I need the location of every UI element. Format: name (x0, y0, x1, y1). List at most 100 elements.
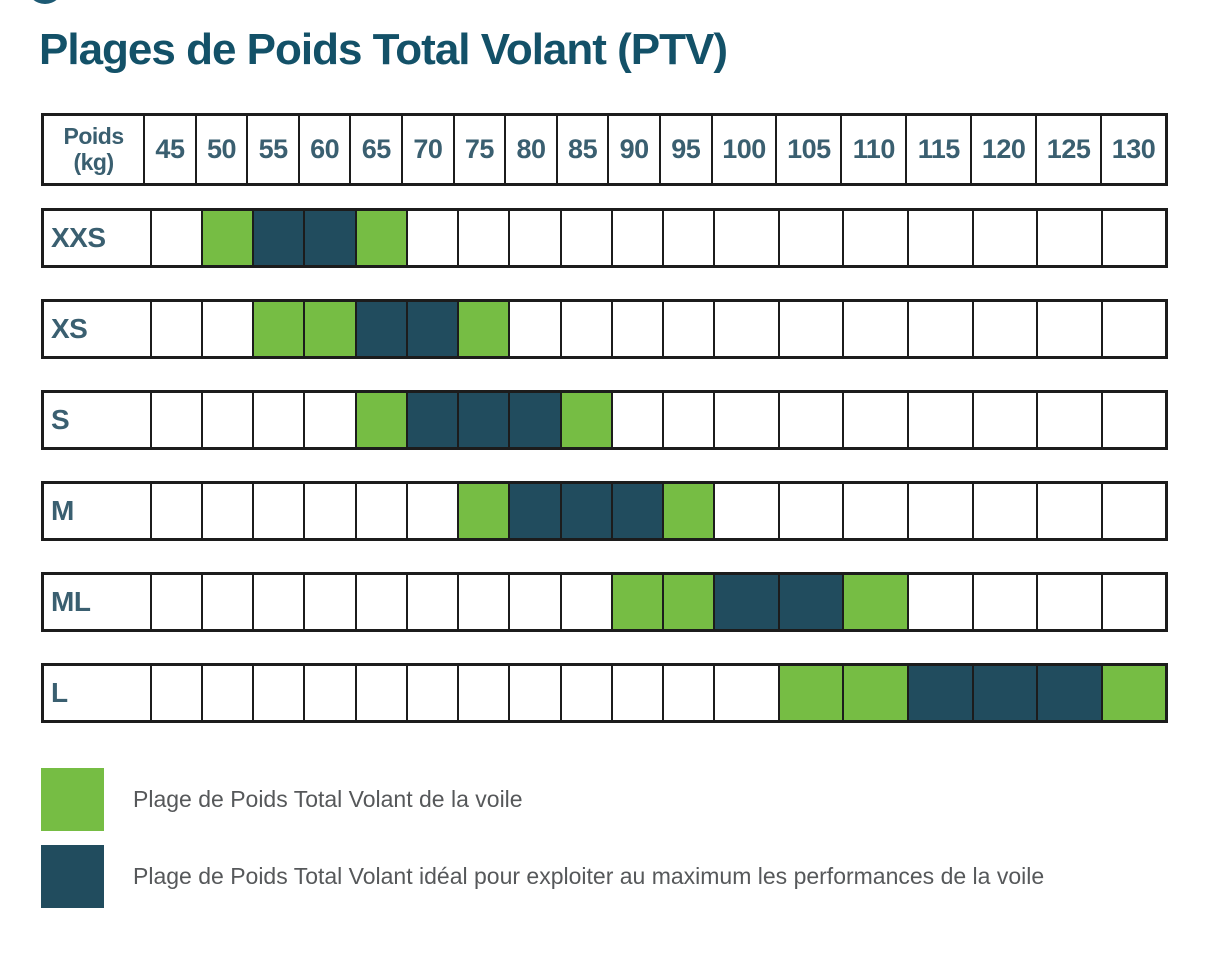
range-cell-XS-55 (254, 302, 306, 356)
range-cell-XS-80 (510, 302, 562, 356)
range-cell-M-125 (1038, 484, 1103, 538)
range-cell-XS-85 (562, 302, 613, 356)
legend: Plage de Poids Total Volant de la voile … (41, 768, 1044, 908)
range-cell-M-65 (357, 484, 408, 538)
header-weight-125: 125 (1037, 116, 1103, 183)
range-cell-XS-45 (152, 302, 203, 356)
range-cell-XXS-80 (510, 211, 562, 265)
size-row-XS: XS (41, 299, 1168, 359)
range-cell-ML-110 (844, 575, 909, 629)
range-cell-S-45 (152, 393, 203, 447)
range-cell-XS-120 (974, 302, 1039, 356)
size-row-L: L (41, 663, 1168, 723)
range-cell-S-70 (407, 393, 460, 447)
size-label-XXS: XXS (44, 211, 152, 265)
range-cell-ML-55 (254, 575, 306, 629)
range-cell-XXS-90 (613, 211, 665, 265)
range-cell-XS-95 (664, 302, 716, 356)
range-cell-L-65 (357, 666, 408, 720)
range-cell-XS-65 (356, 302, 408, 356)
header-weight-55: 55 (248, 116, 300, 183)
range-cell-XS-60 (305, 302, 357, 356)
range-cell-L-110 (844, 666, 909, 720)
range-cell-ML-65 (357, 575, 408, 629)
range-cell-XXS-115 (909, 211, 974, 265)
range-cell-S-85 (561, 393, 613, 447)
header-weight-115: 115 (907, 116, 973, 183)
header-weight-105: 105 (777, 116, 843, 183)
header-weight-110: 110 (842, 116, 908, 183)
range-cell-S-75 (459, 393, 511, 447)
corner-header-cell: Poids (kg) (44, 116, 146, 183)
size-rows: XXS XS S M ML L (41, 208, 1168, 723)
range-cell-XXS-85 (562, 211, 613, 265)
range-cell-M-105 (780, 484, 845, 538)
header-weight-130: 130 (1111, 134, 1156, 164)
header-weight-120: 120 (972, 116, 1038, 183)
range-cell-M-85 (561, 484, 613, 538)
range-cell-XXS-75 (459, 211, 511, 265)
range-cell-XS-100 (715, 302, 780, 356)
range-cell-XS-115 (909, 302, 974, 356)
range-cell-L-80 (510, 666, 562, 720)
range-cell-L-95 (664, 666, 716, 720)
header-weight-65: 65 (351, 116, 404, 183)
range-cell-L-90 (613, 666, 665, 720)
range-cell-M-100 (715, 484, 780, 538)
size-label-ML: ML (44, 575, 152, 629)
range-cell-L-75 (459, 666, 511, 720)
range-cell-S-60 (305, 393, 357, 447)
header-weight-90: 90 (609, 116, 661, 183)
range-cell-L-55 (254, 666, 306, 720)
weights-header-row: Poids (kg) 45 50 55 60 65 70 75 80 85 90 95 100 105 1… (41, 113, 1168, 186)
header-weight-50: 50 (197, 116, 249, 183)
header-weight-100: 100 (713, 116, 778, 183)
range-cell-S-55 (254, 393, 306, 447)
legend-swatch-dark (41, 845, 104, 908)
range-cell-M-75 (459, 484, 511, 538)
range-cell-S-115 (909, 393, 974, 447)
range-cell-ML-115 (909, 575, 974, 629)
range-cell-L-45 (152, 666, 203, 720)
header-weight-45: 45 (145, 116, 197, 183)
corner-label-line2: (kg) (73, 148, 114, 175)
range-cell-XXS-70 (408, 211, 460, 265)
range-cell-XXS-105 (780, 211, 845, 265)
range-cell-XXS-125 (1038, 211, 1103, 265)
range-cell-L-105 (779, 666, 845, 720)
legend-label-range: Plage de Poids Total Volant de la voile (133, 786, 523, 812)
range-cell-S-50 (203, 393, 255, 447)
range-cell-M-130 (1103, 484, 1166, 538)
range-cell-L-100 (715, 666, 780, 720)
range-cell-XXS-60 (305, 211, 357, 265)
range-cell-S-95 (664, 393, 716, 447)
range-cell-XS-130 (1103, 302, 1166, 356)
range-cell-M-50 (203, 484, 255, 538)
range-cell-ML-50 (203, 575, 255, 629)
range-cell-XXS-100 (715, 211, 780, 265)
range-cell-M-80 (510, 484, 562, 538)
range-cell-XXS-110 (844, 211, 909, 265)
range-cell-ML-85 (562, 575, 613, 629)
size-row-S: S (41, 390, 1168, 450)
range-cell-M-115 (909, 484, 974, 538)
range-cell-S-80 (510, 393, 562, 447)
range-cell-M-55 (254, 484, 306, 538)
range-cell-ML-130 (1103, 575, 1166, 629)
range-cell-M-70 (408, 484, 460, 538)
range-cell-S-110 (844, 393, 909, 447)
header-weight-75: 75 (455, 116, 507, 183)
range-cell-L-60 (305, 666, 357, 720)
legend-item-ideal: Plage de Poids Total Volant idéal pour e… (41, 845, 1044, 908)
size-label-XS: XS (44, 302, 152, 356)
header-weight-70: 70 (403, 116, 455, 183)
header-weight-80: 80 (506, 116, 558, 183)
cropped-logo (27, 0, 63, 4)
range-cell-ML-105 (779, 575, 845, 629)
size-row-XXS: XXS (41, 208, 1168, 268)
range-cell-S-65 (356, 393, 408, 447)
range-cell-S-100 (715, 393, 780, 447)
range-cell-L-70 (408, 666, 460, 720)
range-cell-L-115 (908, 666, 974, 720)
